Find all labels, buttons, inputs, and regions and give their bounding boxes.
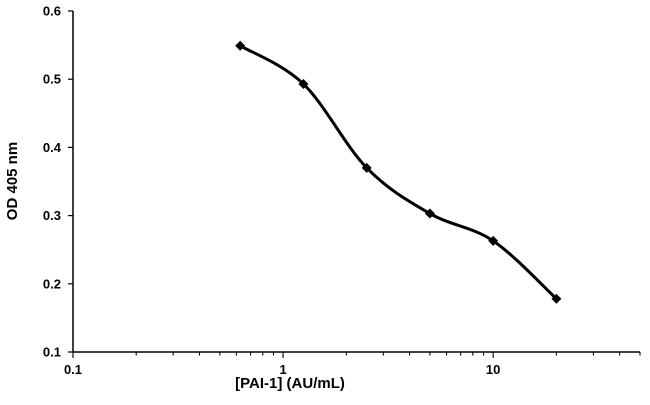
x-ticks: 0.1 1 10 <box>64 352 641 377</box>
y-tick-label: 0.6 <box>43 4 61 19</box>
series-layer <box>235 40 562 304</box>
y-tick-label: 0.1 <box>43 345 61 360</box>
y-axis-title: OD 405 nm <box>4 142 21 220</box>
data-point-marker <box>361 162 372 173</box>
y-tick-label: 0.3 <box>43 208 61 223</box>
x-tick-label: 0.1 <box>64 362 82 377</box>
data-point-marker <box>488 235 499 246</box>
series-line <box>239 44 558 300</box>
y-tick-label: 0.2 <box>43 276 61 291</box>
y-tick-label: 0.4 <box>43 140 62 155</box>
x-axis-title: [PAI-1] (AU/mL) <box>235 375 345 392</box>
data-point-marker <box>235 40 246 51</box>
x-tick-label: 1 <box>279 362 286 377</box>
data-point-marker <box>424 208 435 219</box>
data-point-marker <box>298 78 309 89</box>
y-ticks: 0.1 0.2 0.3 0.4 0.5 0.6 <box>43 4 73 360</box>
data-point-marker <box>551 293 562 304</box>
y-tick-label: 0.5 <box>43 72 61 87</box>
x-tick-label: 10 <box>486 362 500 377</box>
